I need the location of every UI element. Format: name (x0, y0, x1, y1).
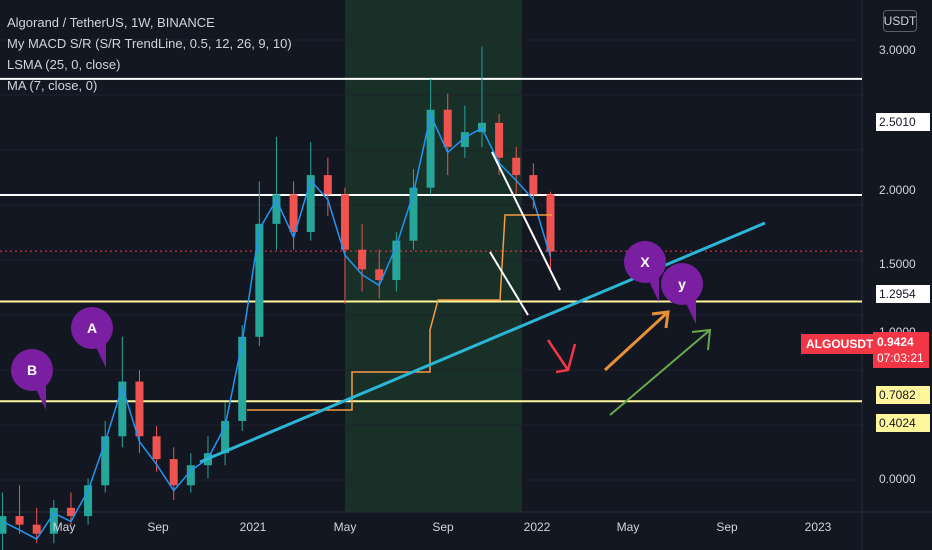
y-tick-label: 3.0000 (879, 43, 916, 57)
candle-body (272, 194, 281, 224)
candle-body (289, 194, 298, 233)
orange-arrow-head (651, 310, 670, 329)
candle-body (340, 194, 349, 250)
candle-body (238, 336, 247, 421)
channel-upper-line (491, 151, 561, 291)
candle-body (409, 187, 418, 241)
candle-body (358, 249, 367, 270)
candle-body (135, 381, 144, 437)
candle-body (15, 516, 24, 525)
red-arrow-head (555, 343, 577, 374)
candle-body (443, 109, 452, 148)
candle-body (221, 420, 230, 454)
last-price-tag: 0.9424 07:03:21 (873, 332, 929, 368)
ma-indicator-label[interactable]: MA (7, close, 0) (7, 78, 98, 93)
macd-indicator-label[interactable]: My MACD S/R (S/R TrendLine, 0.5, 12, 26,… (7, 36, 292, 51)
annotation-label: B (27, 362, 37, 378)
symbol-title[interactable]: Algorand / TetherUS, 1W, BINANCE (7, 15, 215, 30)
annotation-bubble-tail (684, 299, 696, 324)
annotation-bubble (11, 349, 53, 391)
candle-body (375, 269, 384, 281)
red-arrow-shaft (546, 339, 570, 371)
candle-body (392, 240, 401, 281)
candle-body (426, 109, 435, 188)
candle-body (495, 122, 504, 158)
annotation-label: X (640, 254, 650, 270)
candle-body (152, 436, 161, 460)
annotation-bubble-tail (34, 385, 46, 410)
level-label-2-5010: 2.5010 (876, 113, 930, 131)
candle-body (186, 465, 195, 486)
candle-body (49, 507, 58, 534)
candle-body (460, 132, 469, 148)
chart-legend: Algorand / TetherUS, 1W, BINANCE My MACD… (7, 12, 292, 96)
lsma-line (2, 112, 552, 541)
currency-button[interactable]: USDT (883, 10, 917, 32)
candle-body (66, 507, 75, 517)
candle-body (101, 436, 110, 486)
candle-body (529, 175, 538, 195)
candle-body (323, 175, 332, 195)
annotation-label: A (87, 320, 97, 336)
level-label-0-7082: 0.7082 (876, 386, 930, 404)
level-label-0-4024: 0.4024 (876, 414, 930, 432)
green-arrow-head (691, 328, 712, 351)
y-tick-label: 0.0000 (879, 472, 916, 486)
y-tick-label: 1.5000 (879, 257, 916, 271)
annotation-bubble (624, 241, 666, 283)
candle-body (255, 223, 264, 337)
highlight-zone (344, 0, 522, 512)
candle-body (118, 381, 127, 437)
last-price: 0.9424 (877, 335, 914, 349)
candle-body (546, 194, 555, 252)
candle-body (0, 516, 7, 534)
x-tick-label: May (616, 520, 640, 534)
orange-arrow-shaft (603, 310, 670, 372)
lsma-indicator-label[interactable]: LSMA (25, 0, close) (7, 57, 121, 72)
annotation-bubble-tail (94, 343, 106, 368)
annotation-bubble-tail (647, 277, 659, 302)
x-tick-label: May (52, 520, 76, 534)
bar-countdown: 07:03:21 (877, 351, 924, 365)
candle-body (32, 524, 41, 534)
annotation-bubble (71, 307, 113, 349)
candle-body (169, 459, 178, 486)
green-arrow-shaft (609, 329, 711, 416)
annotation-label: y (678, 276, 686, 292)
symbol-tag: ALGOUSDT (801, 334, 879, 354)
x-tick-label: Sep (147, 520, 169, 534)
channel-lower-line (489, 251, 529, 316)
level-label-1-2954: 1.2954 (876, 285, 930, 303)
trendline (199, 221, 766, 464)
x-tick-label: Sep (432, 520, 454, 534)
candle-body (306, 175, 315, 233)
x-tick-label: 2021 (239, 520, 267, 534)
candle-body (84, 485, 93, 517)
y-tick-label: 2.0000 (879, 183, 916, 197)
x-tick-label: 2023 (804, 520, 832, 534)
x-tick-label: Sep (716, 520, 738, 534)
candle-body (512, 157, 521, 176)
x-tick-label: 2022 (523, 520, 551, 534)
annotation-bubble (661, 263, 703, 305)
x-tick-label: May (333, 520, 357, 534)
